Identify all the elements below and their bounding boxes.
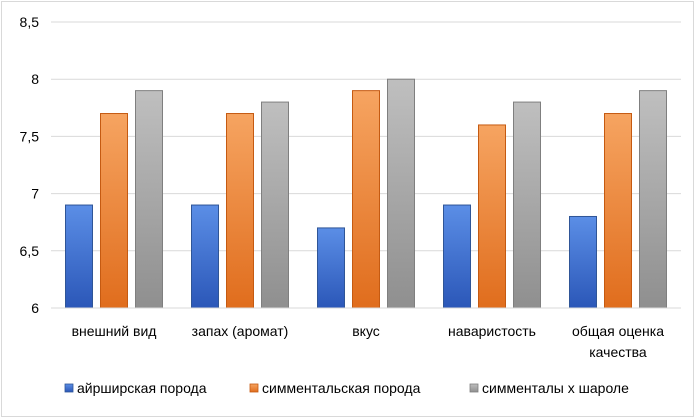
bar-1-1 <box>226 113 254 309</box>
bar-1-2 <box>261 101 289 309</box>
y-tick-label: 7 <box>31 186 39 202</box>
bar-0-2 <box>135 90 163 309</box>
y-axis: 6 6,5 7 7,5 8 8,5 <box>20 14 40 316</box>
bar-3-2 <box>513 101 541 309</box>
x-axis: внешний вид запах (аромат) вкус наваристост… <box>51 307 681 360</box>
bar-2-2 <box>387 78 415 309</box>
bar-2-0 <box>317 227 345 309</box>
bar-1-0 <box>191 204 219 309</box>
legend-swatch <box>469 383 479 393</box>
bar-0-1 <box>100 113 128 309</box>
y-tick-label: 8,5 <box>20 14 40 30</box>
x-tick-label: наваристость <box>448 323 536 339</box>
y-tick-label: 6,5 <box>20 243 40 259</box>
legend-swatch <box>249 383 259 393</box>
bar-2-1 <box>352 90 380 309</box>
legend-label: айрширская порода <box>77 380 207 396</box>
bar-3-0 <box>443 204 471 309</box>
bar-4-1 <box>604 113 632 309</box>
bar-4-2 <box>639 90 667 309</box>
x-tick-label: внешний вид <box>72 323 157 339</box>
x-tick-label: общая оценка <box>572 323 664 339</box>
x-tick-label: вкус <box>352 323 380 339</box>
legend-swatch <box>64 383 74 393</box>
x-tick-label: запах (аромат) <box>192 323 289 339</box>
y-tick-label: 8 <box>31 71 39 87</box>
bar-0-0 <box>65 204 93 309</box>
bar-3-1 <box>478 124 506 309</box>
x-tick-label: качества <box>589 344 647 360</box>
legend-label: симменталы х шароле <box>482 380 629 396</box>
y-tick-label: 7,5 <box>20 128 40 144</box>
legend: айрширская порода симментальская порода си… <box>64 380 629 396</box>
bar-4-0 <box>569 215 597 309</box>
y-tick-label: 6 <box>31 300 39 316</box>
bar-layer <box>65 78 667 309</box>
legend-label: симментальская порода <box>262 380 421 396</box>
